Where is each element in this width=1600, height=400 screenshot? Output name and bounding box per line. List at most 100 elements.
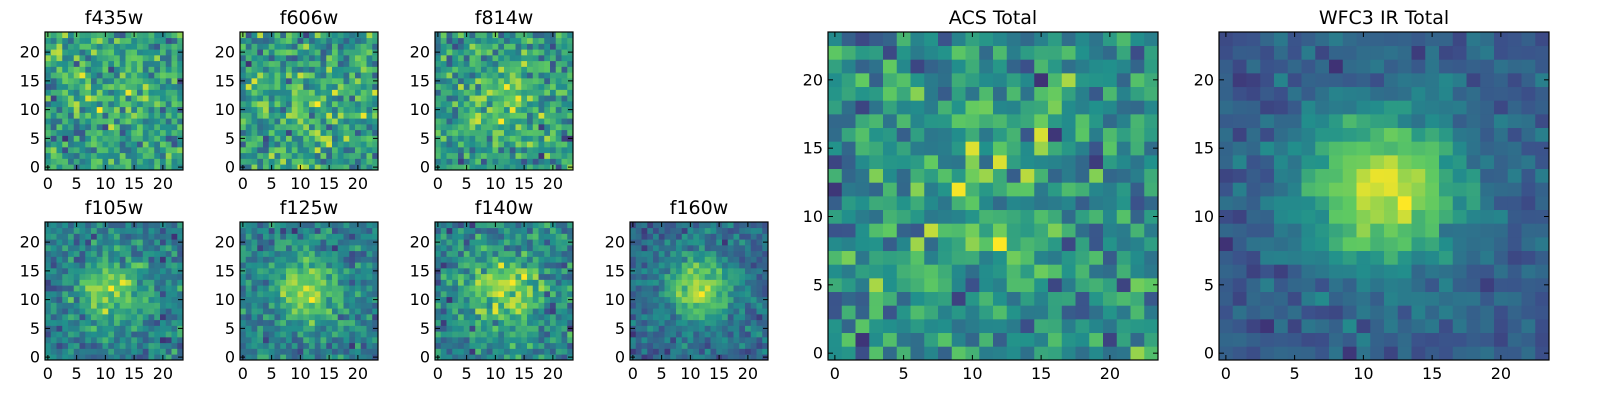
heatmap-cell <box>492 325 499 332</box>
heatmap-cell <box>538 101 545 108</box>
heatmap-cell <box>469 227 476 234</box>
heatmap-cell <box>326 268 333 275</box>
heatmap-cell <box>303 233 310 240</box>
heatmap-cell <box>50 83 57 90</box>
heatmap-cell <box>515 342 522 349</box>
heatmap-cell <box>165 135 172 142</box>
axes-frame <box>827 31 1159 361</box>
heatmap-cell <box>699 233 706 240</box>
heatmap-cell <box>337 49 344 56</box>
heatmap-cell <box>446 49 453 56</box>
heatmap-cell <box>240 250 247 257</box>
heatmap-cell <box>114 147 121 154</box>
heatmap-cell <box>366 291 373 298</box>
heatmap-cell <box>440 233 447 240</box>
heatmap-cell <box>681 337 688 344</box>
heatmap-cell <box>653 250 660 257</box>
heatmap-cell <box>320 55 327 62</box>
heatmap-cell <box>73 250 80 257</box>
heatmap-cell <box>79 147 86 154</box>
heatmap-cell <box>108 49 115 56</box>
heatmap-cell <box>521 95 528 102</box>
heatmap-cell <box>303 256 310 263</box>
heatmap-cell <box>102 43 109 50</box>
heatmap-cell <box>171 337 178 344</box>
heatmap-cell <box>62 164 69 171</box>
heatmap-cell <box>567 331 574 338</box>
heatmap-cell <box>756 296 763 303</box>
heatmap-cell <box>274 348 281 355</box>
heatmap-cell <box>475 43 482 50</box>
heatmap-cell <box>355 262 362 269</box>
heatmap-cell <box>938 141 953 156</box>
heatmap-cell <box>297 279 304 286</box>
heatmap-cell <box>440 66 447 73</box>
heatmap-cell <box>486 83 493 90</box>
heatmap-cell <box>440 106 447 113</box>
heatmap-cell <box>148 95 155 102</box>
heatmap-cell <box>102 95 109 102</box>
heatmap-cell <box>251 342 258 349</box>
heatmap-cell <box>257 49 264 56</box>
heatmap-cell <box>1116 305 1131 320</box>
heatmap-cell <box>492 129 499 136</box>
heatmap-cell <box>355 55 362 62</box>
heatmap-cell <box>274 285 281 292</box>
heatmap-cell <box>240 55 247 62</box>
heatmap-cell <box>498 239 505 246</box>
heatmap-cell <box>509 256 516 263</box>
heatmap-cell <box>481 32 488 39</box>
heatmap-cell <box>745 239 752 246</box>
heatmap-cell <box>119 291 126 298</box>
heatmap-cell <box>515 55 522 62</box>
heatmap-cell <box>664 348 671 355</box>
heatmap-cell <box>504 250 511 257</box>
heatmap-cell <box>841 100 856 115</box>
heatmap-cell <box>704 296 711 303</box>
heatmap-cell <box>498 337 505 344</box>
heatmap-cell <box>481 152 488 159</box>
heatmap-cell <box>177 222 184 229</box>
heatmap-cell <box>286 331 293 338</box>
heatmap-cell <box>56 147 63 154</box>
heatmap-cell <box>240 72 247 79</box>
heatmap-cell <box>722 245 729 252</box>
heatmap-cell <box>965 45 980 60</box>
heatmap-cell <box>486 342 493 349</box>
heatmap-cell <box>297 250 304 257</box>
heatmap-cell <box>993 141 1008 156</box>
heatmap-cell <box>154 118 161 125</box>
heatmap-cell <box>314 147 321 154</box>
heatmap-cell <box>504 233 511 240</box>
heatmap-cell <box>96 308 103 315</box>
heatmap-cell <box>630 308 637 315</box>
heatmap-cell <box>538 245 545 252</box>
heatmap-cell <box>458 262 465 269</box>
heatmap-cell <box>268 348 275 355</box>
heatmap-cell <box>446 32 453 39</box>
heatmap-cell <box>567 141 574 148</box>
heatmap-cell <box>343 256 350 263</box>
heatmap-cell <box>360 285 367 292</box>
heatmap-cell <box>1103 86 1118 101</box>
heatmap-cell <box>274 83 281 90</box>
heatmap-cell <box>73 118 80 125</box>
heatmap-cell <box>68 285 75 292</box>
heatmap-cell <box>440 89 447 96</box>
heatmap-cell <box>828 45 843 60</box>
heatmap-cell <box>337 285 344 292</box>
heatmap-cell <box>68 291 75 298</box>
heatmap-cell <box>171 296 178 303</box>
heatmap-cell <box>498 227 505 234</box>
heatmap-cell <box>1089 182 1104 197</box>
heatmap-cell <box>131 43 138 50</box>
heatmap-cell <box>332 32 339 39</box>
heatmap-cell <box>165 72 172 79</box>
heatmap-cell <box>154 60 161 67</box>
heatmap-cell <box>280 250 287 257</box>
heatmap-cell <box>664 342 671 349</box>
heatmap-cell <box>561 158 568 165</box>
heatmap-cell <box>1521 346 1536 361</box>
heatmap-cell <box>366 60 373 67</box>
heatmap-cell <box>114 268 121 275</box>
